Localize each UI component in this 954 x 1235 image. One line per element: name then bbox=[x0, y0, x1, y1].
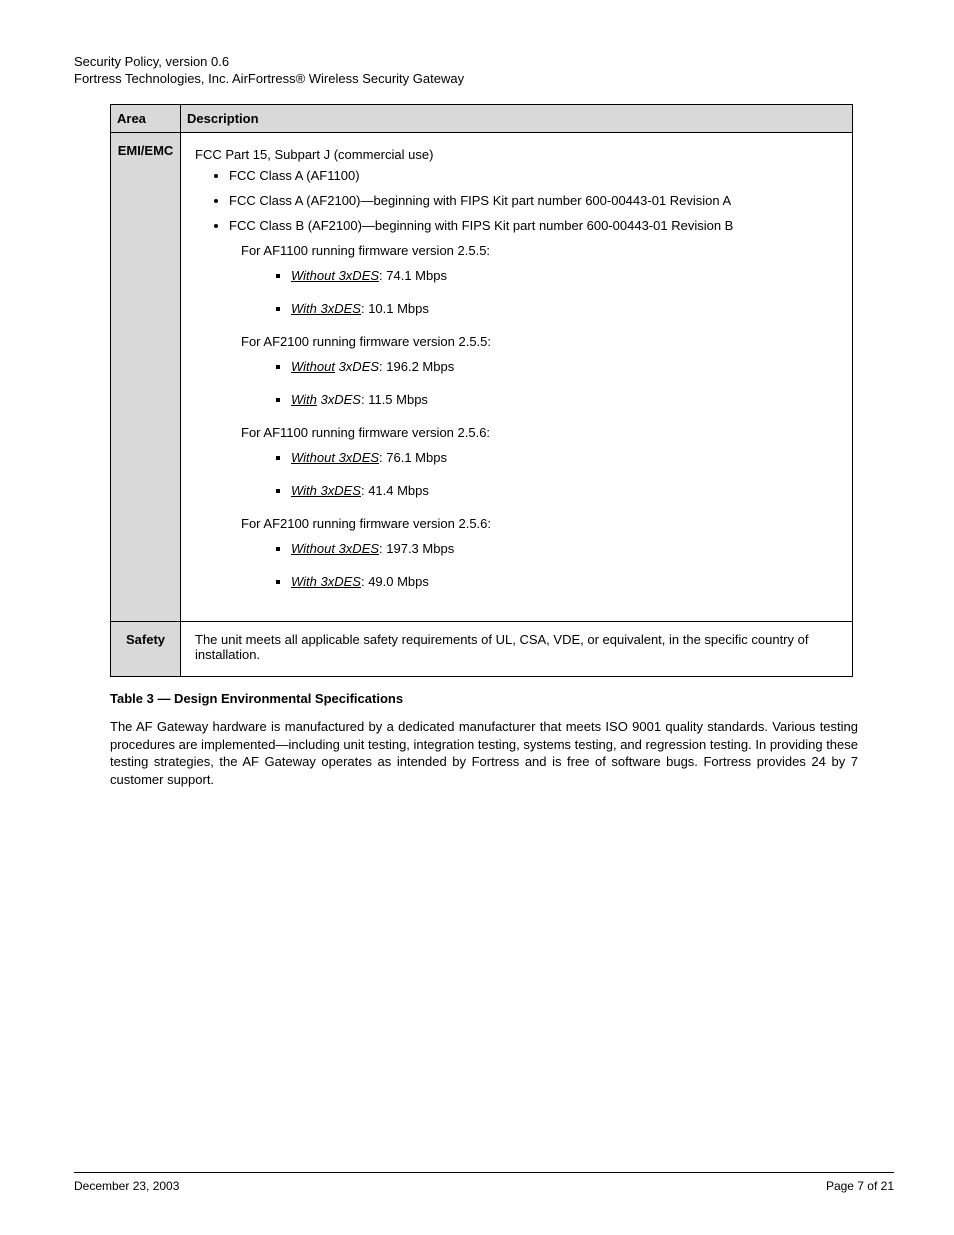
variant-label: Without 3xDES bbox=[291, 450, 379, 465]
group-intro: For AF1100 running firmware version 2.5.… bbox=[241, 425, 838, 440]
list-item: With 3xDES: 10.1 Mbps bbox=[291, 301, 838, 316]
row-label-safety: Safety bbox=[111, 622, 181, 677]
bullet-list: FCC Class A (AF1100) FCC Class A (AF2100… bbox=[229, 168, 838, 233]
variant-value: : 49.0 Mbps bbox=[361, 574, 429, 589]
variant-label-rest: 3xDES bbox=[317, 392, 361, 407]
list-item: Without 3xDES: 197.3 Mbps bbox=[291, 541, 838, 556]
table-row: EMI/EMC FCC Part 15, Subpart J (commerci… bbox=[111, 133, 853, 622]
variant-label-rest: 3xDES bbox=[335, 359, 379, 374]
list-item: FCC Class A (AF1100) bbox=[229, 168, 838, 183]
sub-list: Without 3xDES: 197.3 Mbps With 3xDES: 49… bbox=[291, 541, 838, 589]
variant-value: : 74.1 Mbps bbox=[379, 268, 447, 283]
table-row: Safety The unit meets all applicable saf… bbox=[111, 622, 853, 677]
page: Security Policy, version 0.6 Fortress Te… bbox=[0, 0, 954, 1235]
variant-label: Without bbox=[291, 359, 335, 374]
doc-subtitle: Fortress Technologies, Inc. AirFortress®… bbox=[74, 71, 894, 86]
col-header-description: Description bbox=[181, 105, 853, 133]
spec-table: Area Description EMI/EMC FCC Part 15, Su… bbox=[110, 104, 853, 677]
group-intro: For AF1100 running firmware version 2.5.… bbox=[241, 243, 838, 258]
list-item: With 3xDES: 41.4 Mbps bbox=[291, 483, 838, 498]
variant-value: : 11.5 Mbps bbox=[361, 392, 428, 407]
variant-value: : 10.1 Mbps bbox=[361, 301, 429, 316]
list-item: Without 3xDES: 74.1 Mbps bbox=[291, 268, 838, 283]
table-header-row: Area Description bbox=[111, 105, 853, 133]
lead-text: FCC Part 15, Subpart J (commercial use) bbox=[195, 147, 838, 162]
variant-value: : 196.2 Mbps bbox=[379, 359, 454, 374]
body-paragraph: The AF Gateway hardware is manufactured … bbox=[110, 718, 858, 788]
variant-label: With 3xDES bbox=[291, 483, 361, 498]
doc-title: Security Policy, version 0.6 bbox=[74, 54, 894, 69]
sub-list: Without 3xDES: 76.1 Mbps With 3xDES: 41.… bbox=[291, 450, 838, 498]
row-label-emiemc: EMI/EMC bbox=[111, 133, 181, 622]
list-item: Without 3xDES: 196.2 Mbps bbox=[291, 359, 838, 374]
table-caption: Table 3 — Design Environmental Specifica… bbox=[110, 691, 894, 706]
group-intro: For AF2100 running firmware version 2.5.… bbox=[241, 334, 838, 349]
page-footer: December 23, 2003 Page 7 of 21 bbox=[74, 1172, 894, 1193]
variant-label: Without 3xDES bbox=[291, 268, 379, 283]
row-content-safety: The unit meets all applicable safety req… bbox=[181, 622, 853, 677]
variant-label: With 3xDES bbox=[291, 574, 361, 589]
variant-label: With 3xDES bbox=[291, 301, 361, 316]
list-item: Without 3xDES: 76.1 Mbps bbox=[291, 450, 838, 465]
list-item: FCC Class B (AF2100)—beginning with FIPS… bbox=[229, 218, 838, 233]
footer-date: December 23, 2003 bbox=[74, 1179, 179, 1193]
variant-value: : 41.4 Mbps bbox=[361, 483, 429, 498]
group-intro: For AF2100 running firmware version 2.5.… bbox=[241, 516, 838, 531]
list-item: FCC Class A (AF2100)—beginning with FIPS… bbox=[229, 193, 838, 208]
variant-label: Without 3xDES bbox=[291, 541, 379, 556]
sub-list: Without 3xDES: 74.1 Mbps With 3xDES: 10.… bbox=[291, 268, 838, 316]
col-header-area: Area bbox=[111, 105, 181, 133]
row-content-emiemc: FCC Part 15, Subpart J (commercial use) … bbox=[181, 133, 853, 622]
list-item: With 3xDES: 11.5 Mbps bbox=[291, 392, 838, 407]
variant-value: : 76.1 Mbps bbox=[379, 450, 447, 465]
variant-label: With bbox=[291, 392, 317, 407]
variant-value: : 197.3 Mbps bbox=[379, 541, 454, 556]
footer-page: Page 7 of 21 bbox=[826, 1179, 894, 1193]
sub-list: Without 3xDES: 196.2 Mbps With 3xDES: 11… bbox=[291, 359, 838, 407]
list-item: With 3xDES: 49.0 Mbps bbox=[291, 574, 838, 589]
